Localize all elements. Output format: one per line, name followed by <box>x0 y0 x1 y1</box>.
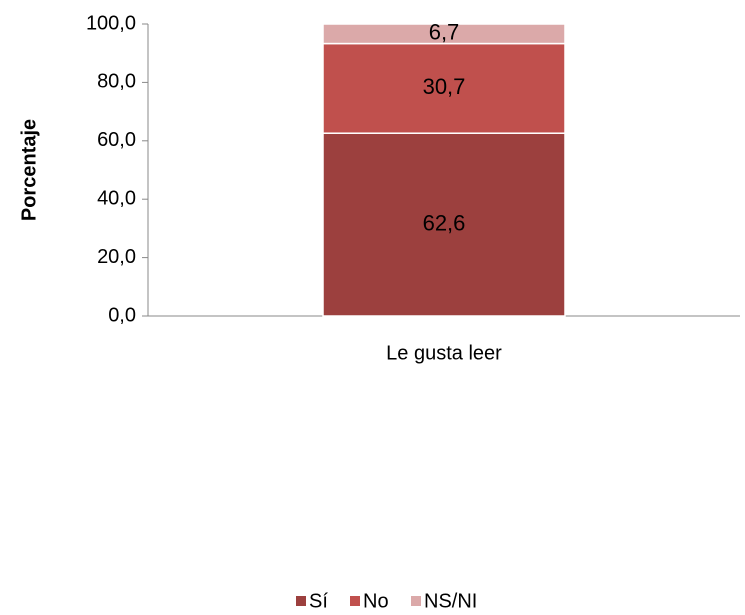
y-tick-label: 100,0 <box>86 12 136 34</box>
data-label: 30,7 <box>423 74 466 99</box>
y-tick-label: 60,0 <box>97 129 136 151</box>
bar-segment <box>322 132 566 317</box>
legend-swatch <box>350 596 360 606</box>
y-tick-label: 40,0 <box>97 187 136 209</box>
data-label: 6,7 <box>429 20 460 45</box>
y-tick-label: 20,0 <box>97 246 136 268</box>
legend-swatch <box>296 596 306 606</box>
y-tick-label: 80,0 <box>97 71 136 93</box>
legend-label: Sí <box>309 590 328 612</box>
x-tick-label: Le gusta leer <box>386 342 502 364</box>
legend-swatch <box>411 596 421 606</box>
legend-label: NS/NI <box>424 590 477 612</box>
y-axis-title: Porcentaje <box>18 119 40 221</box>
bar-segment <box>322 23 566 45</box>
data-label: 62,6 <box>423 210 466 235</box>
legend-label: No <box>363 590 389 612</box>
bar-segment <box>322 42 566 134</box>
y-tick-label: 0,0 <box>108 304 136 326</box>
